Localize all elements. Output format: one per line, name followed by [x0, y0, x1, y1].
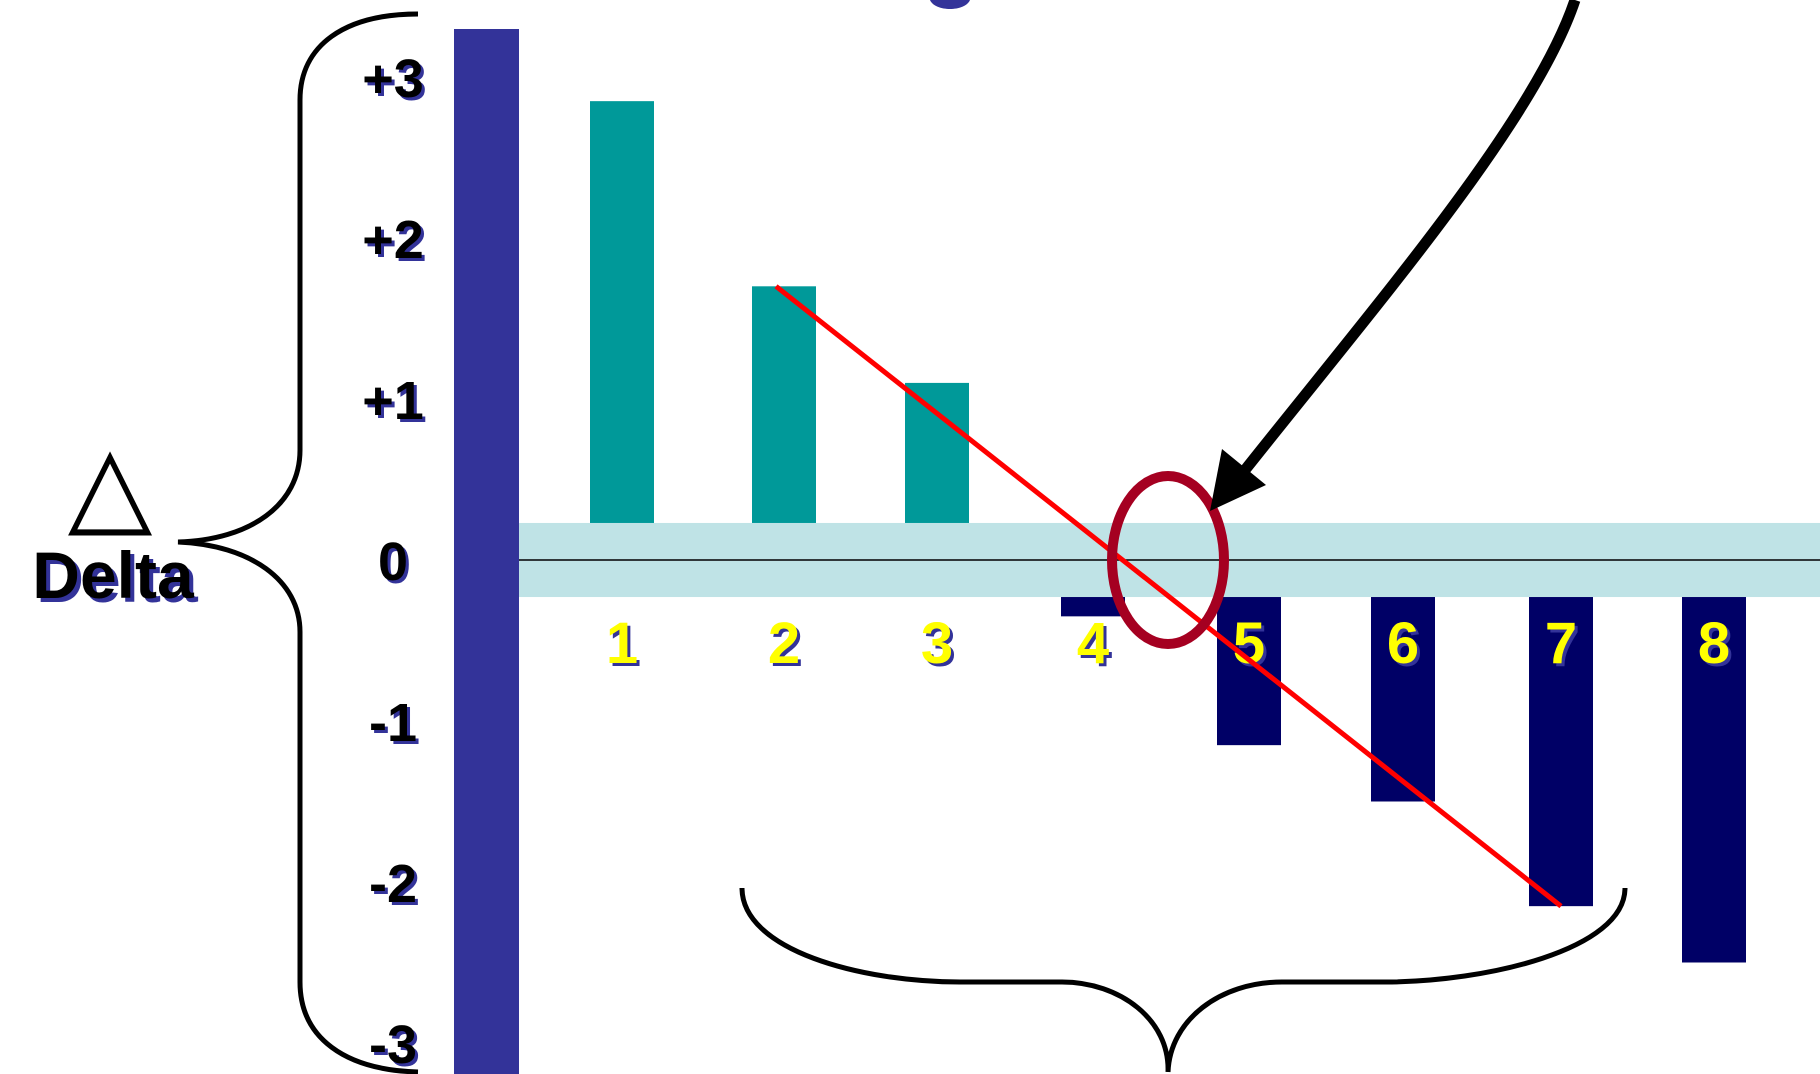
crossover-highlight-circle	[1107, 471, 1229, 649]
bar-5	[1217, 597, 1281, 746]
category-label-8: 8	[1698, 611, 1730, 676]
bar-8	[1682, 597, 1746, 963]
category-shadow-8: 8	[1701, 614, 1733, 679]
y-tick-label-2: +1	[362, 371, 424, 431]
category-label-4: 4	[1077, 611, 1109, 676]
category-label-2: 2	[768, 611, 800, 676]
bar-2	[752, 286, 816, 523]
delta-symbol: △	[68, 420, 153, 548]
category-shadow-1: 1	[609, 614, 641, 679]
pointer-arrow-shaft	[1240, 0, 1581, 474]
bar-1	[590, 101, 654, 523]
y-tick-shadow-6: -3	[372, 1018, 420, 1074]
y-tick-shadow-2: +1	[365, 374, 427, 434]
y-tick-shadow-5: -2	[372, 857, 420, 917]
category-label-7: 7	[1545, 611, 1577, 676]
y-tick-shadow-3: 0	[381, 535, 411, 595]
bar-7	[1529, 597, 1593, 907]
delta-label-shadow: Delta	[36, 542, 199, 616]
delta-label: Delta	[32, 538, 195, 612]
y-tick-shadow-4: -1	[372, 696, 420, 756]
category-label-6: 6	[1387, 611, 1419, 676]
trend-line	[774, 284, 1563, 909]
bar-4	[1061, 597, 1125, 617]
category-shadow-7: 7	[1548, 614, 1580, 679]
category-shadow-6: 6	[1390, 614, 1422, 679]
category-label-1: 1	[606, 611, 638, 676]
cropped-glyph	[930, 0, 970, 9]
category-shadow-4: 4	[1080, 614, 1112, 679]
y-tick-label-3: 0	[378, 532, 408, 592]
y-axis-brace	[177, 11, 419, 1074]
y-tick-label-5: -2	[369, 854, 417, 914]
y-axis-bar	[454, 29, 519, 1074]
y-tick-label-1: +2	[362, 210, 424, 270]
y-tick-label-6: -3	[369, 1015, 417, 1074]
category-shadow-2: 2	[771, 614, 803, 679]
y-tick-shadow-0: +3	[365, 52, 427, 112]
bottom-brace	[739, 887, 1628, 1073]
y-tick-label-0: +3	[362, 49, 424, 109]
category-label-3: 3	[921, 611, 953, 676]
pointer-arrowhead	[1210, 449, 1266, 511]
bar-3	[905, 382, 969, 523]
y-tick-label-4: -1	[369, 693, 417, 753]
category-shadow-3: 3	[924, 614, 956, 679]
y-tick-shadow-1: +2	[365, 213, 427, 273]
